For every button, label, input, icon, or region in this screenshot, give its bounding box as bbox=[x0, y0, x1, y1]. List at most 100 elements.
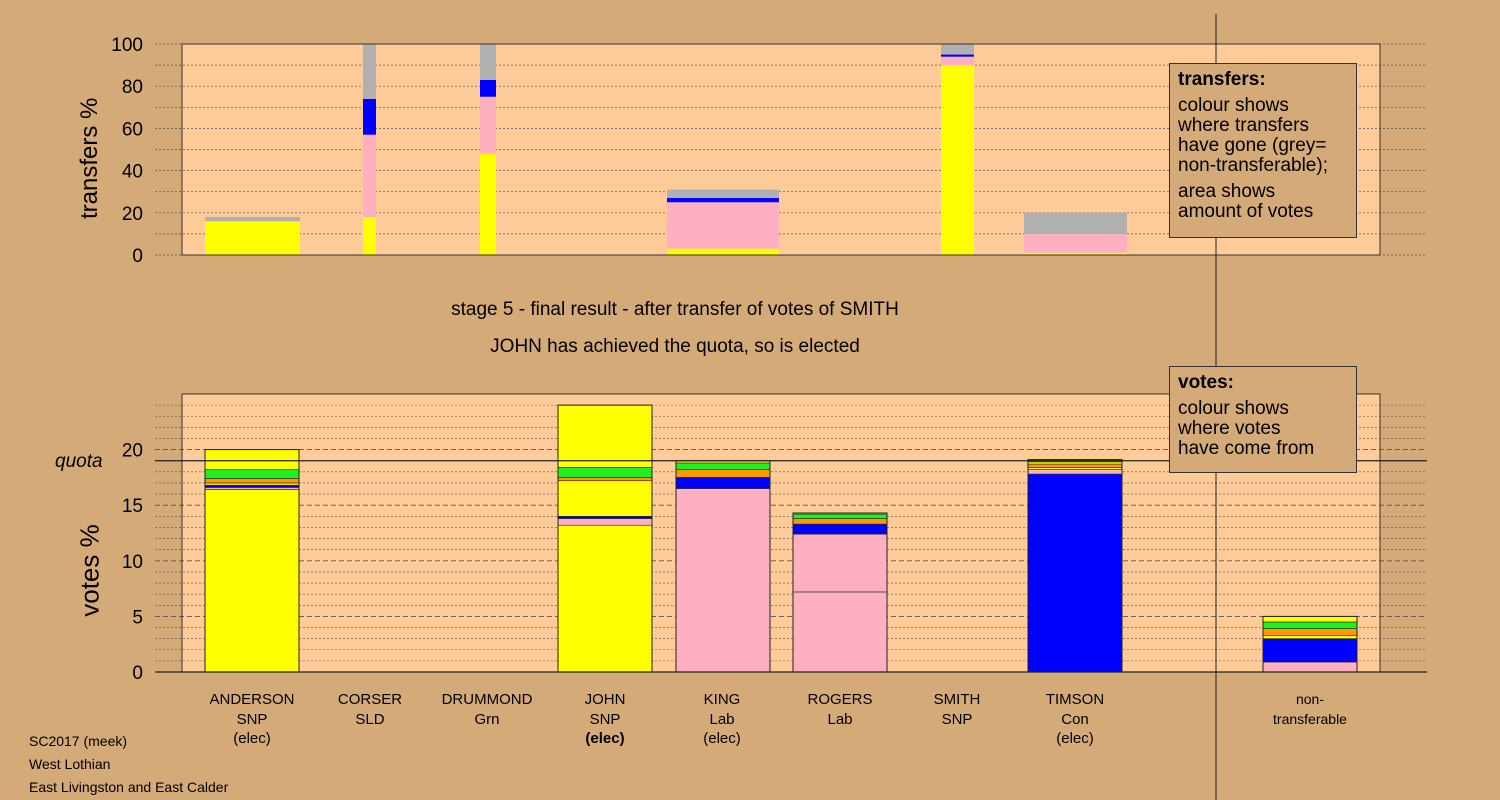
candidate-label-john: JOHN SNP (elec) bbox=[535, 690, 675, 749]
transfer-segment-smith bbox=[941, 54, 974, 57]
vote-segment-nontransferable bbox=[1262, 621, 1358, 629]
votes-y-tick-label: 15 bbox=[122, 496, 143, 517]
transfers-y-tick-label: 100 bbox=[111, 35, 143, 56]
candidate-status: (elec) bbox=[233, 730, 271, 747]
candidate-party: SNP bbox=[236, 710, 268, 728]
transfer-segment-drummond bbox=[480, 153, 496, 255]
transfer-segment-king bbox=[667, 202, 779, 249]
candidate-label-anderson: ANDERSON SNP (elec) bbox=[182, 690, 322, 749]
transfers-legend-colour-text: colour shows where transfers have gone (… bbox=[1178, 96, 1348, 176]
votes-y-tick-label: 0 bbox=[132, 663, 143, 684]
vote-segment-john bbox=[557, 480, 653, 517]
transfers-legend-title: transfers: bbox=[1178, 69, 1266, 90]
transfer-segment-smith bbox=[941, 56, 974, 66]
candidate-name: ANDERSON bbox=[209, 691, 295, 708]
legend-line: where transfers bbox=[1178, 115, 1309, 136]
vote-segment-king bbox=[675, 469, 771, 478]
vote-segment-anderson bbox=[204, 489, 300, 673]
transfer-segment-drummond bbox=[480, 96, 496, 154]
candidate-label-smith: SMITH SNP bbox=[887, 690, 1027, 729]
transfers-plot-frame bbox=[181, 43, 1381, 256]
nontransferable-label-line1: non- bbox=[1295, 691, 1325, 707]
vote-segment-john bbox=[557, 518, 653, 526]
legend-line: where votes bbox=[1178, 418, 1281, 439]
transfer-segment-drummond bbox=[480, 44, 496, 80]
transfer-segment-corser bbox=[363, 217, 376, 255]
candidate-name: JOHN bbox=[584, 691, 626, 708]
transfer-segment-timson bbox=[1024, 252, 1127, 255]
candidate-status: (elec) bbox=[703, 730, 741, 747]
legend-line: amount of votes bbox=[1178, 201, 1314, 222]
transfers-y-tick-label: 0 bbox=[132, 246, 143, 267]
candidate-status: (elec) bbox=[585, 730, 625, 747]
vote-segment-timson bbox=[1027, 461, 1123, 465]
transfer-segment-anderson bbox=[205, 221, 300, 255]
legend-line: have gone (grey= bbox=[1178, 135, 1327, 156]
vote-segment-rogers bbox=[792, 523, 888, 535]
transfer-segment-corser bbox=[363, 134, 376, 218]
vote-segment-john bbox=[557, 516, 653, 519]
legend-line: colour shows bbox=[1178, 95, 1289, 116]
legend-line: colour shows bbox=[1178, 398, 1289, 419]
vote-segment-nontransferable bbox=[1262, 635, 1358, 639]
candidate-name: TIMSON bbox=[1045, 691, 1105, 708]
transfer-segment-drummond bbox=[480, 79, 496, 97]
votes-legend-colour-text: colour shows where votes have come from bbox=[1178, 399, 1348, 459]
transfers-y-axis-title: transfers % bbox=[76, 97, 103, 219]
transfers-y-tick-label: 40 bbox=[122, 162, 143, 183]
vote-segment-nontransferable bbox=[1262, 661, 1358, 673]
vote-segment-rogers bbox=[792, 518, 888, 525]
transfer-segment-timson bbox=[1024, 212, 1127, 234]
vote-segment-nontransferable bbox=[1262, 628, 1358, 636]
transfer-segment-corser bbox=[363, 98, 376, 135]
candidate-name: KING bbox=[703, 691, 741, 708]
legend-line: have come from bbox=[1178, 438, 1315, 459]
vote-segment-king bbox=[675, 462, 771, 470]
candidate-party: Lab bbox=[827, 710, 853, 728]
vote-segment-anderson bbox=[204, 478, 300, 484]
vote-segment-john bbox=[557, 467, 653, 478]
footer-ward: East Livingston and East Calder bbox=[29, 779, 229, 795]
vote-segment-anderson bbox=[204, 487, 300, 490]
stage-caption: stage 5 - final result - after transfer … bbox=[451, 299, 899, 320]
vote-segment-nontransferable bbox=[1262, 638, 1358, 663]
transfers-legend-area-text: area shows amount of votes bbox=[1178, 182, 1348, 222]
vote-segment-anderson bbox=[204, 449, 300, 470]
candidate-party: Grn bbox=[474, 710, 500, 728]
candidate-party: SLD bbox=[355, 710, 385, 728]
vote-segment-timson bbox=[1027, 473, 1123, 673]
transfers-legend: transfers: colour shows where transfers … bbox=[1169, 63, 1357, 238]
legend-line: area shows bbox=[1178, 181, 1276, 202]
candidate-name: ROGERS bbox=[807, 691, 873, 708]
votes-y-tick-label: 5 bbox=[132, 607, 143, 628]
votes-legend: votes: colour shows where votes have com… bbox=[1169, 366, 1357, 473]
transfers-y-tick-label: 60 bbox=[122, 119, 143, 140]
transfer-segment-corser bbox=[363, 44, 376, 99]
vote-segment-john bbox=[557, 477, 653, 482]
legend-line: non-transferable); bbox=[1178, 155, 1328, 176]
transfer-segment-smith bbox=[941, 65, 974, 255]
result-caption: JOHN has achieved the quota, so is elect… bbox=[490, 336, 860, 357]
transfer-segment-timson bbox=[1024, 233, 1127, 253]
vote-segment-rogers bbox=[792, 591, 888, 673]
vote-segment-nontransferable bbox=[1262, 616, 1358, 623]
footer-council: West Lothian bbox=[29, 756, 111, 772]
vote-segment-anderson bbox=[204, 469, 300, 479]
candidate-label-drummond: DRUMMOND Grn bbox=[417, 690, 557, 729]
candidate-label-king: KING Lab (elec) bbox=[652, 690, 792, 749]
candidate-label-rogers: ROGERS Lab bbox=[770, 690, 910, 729]
transfer-segment-king bbox=[667, 248, 779, 255]
candidate-label-timson: TIMSON Con (elec) bbox=[1005, 690, 1145, 749]
candidate-party: SNP bbox=[589, 710, 621, 728]
candidate-label-corser: CORSER SLD bbox=[300, 690, 440, 729]
vote-segment-timson bbox=[1027, 467, 1123, 470]
candidate-name: SMITH bbox=[933, 691, 981, 708]
transfer-segment-smith bbox=[941, 44, 974, 55]
votes-legend-title: votes: bbox=[1178, 372, 1234, 393]
votes-y-tick-label: 10 bbox=[122, 552, 143, 573]
votes-y-axis-title: votes % bbox=[74, 524, 105, 617]
vote-segment-timson bbox=[1027, 463, 1123, 468]
transfer-segment-anderson bbox=[205, 217, 300, 222]
vote-segment-rogers bbox=[792, 533, 888, 593]
